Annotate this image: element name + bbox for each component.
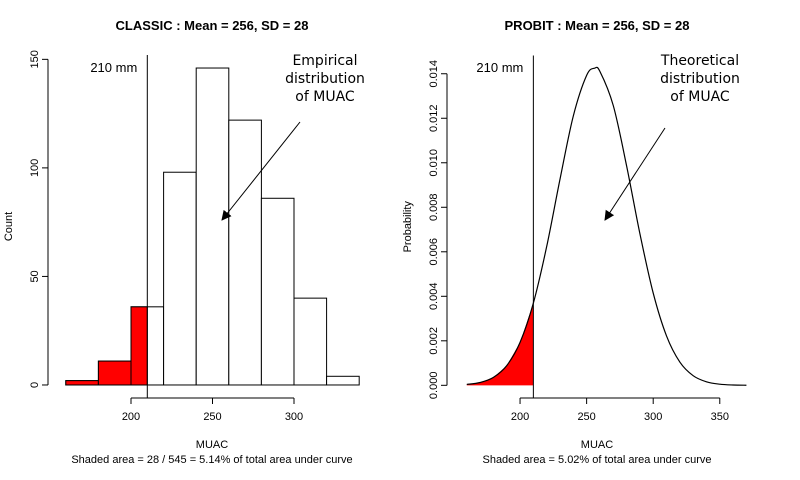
shaded-bar [97, 360, 132, 386]
shaded-bar [65, 380, 99, 386]
x-tick-label: 250 [203, 411, 221, 423]
y-tick-label: 0.014 [428, 60, 440, 88]
subtitle: Shaded area = 28 / 545 = 5.14% of total … [71, 454, 352, 466]
subtitle: Shaded area = 5.02% of total area under … [482, 454, 711, 466]
shaded-area [466, 303, 534, 386]
annotation: Empirical [292, 53, 357, 69]
annotation: Theoretical [660, 53, 739, 69]
y-axis-label: Probability [402, 201, 414, 253]
x-tick-label: 300 [285, 411, 303, 423]
bar [260, 197, 295, 386]
y-tick-label: 50 [29, 270, 41, 282]
chart-title: CLASSIC : Mean = 256, SD = 28 [116, 18, 309, 33]
x-tick-label: 200 [511, 411, 529, 423]
x-axis-label: MUAC [196, 439, 228, 451]
y-tick-label: 150 [29, 50, 41, 68]
x-tick-label: 350 [711, 411, 729, 423]
annotation: distribution [660, 71, 740, 87]
y-tick-label: 0.006 [428, 238, 440, 266]
y-tick-label: 0.008 [428, 194, 440, 222]
y-tick-label: 0.010 [428, 149, 440, 177]
bar [293, 297, 328, 386]
y-axis-label: Count [3, 212, 15, 241]
shaded-bar [130, 306, 148, 386]
x-axis-label: MUAC [581, 439, 613, 451]
bar [163, 171, 197, 386]
y-tick-label: 100 [29, 159, 41, 177]
line [466, 66, 747, 386]
threshold-label: 210 mm [90, 60, 137, 75]
arrow [221, 121, 301, 221]
annotation: distribution [285, 71, 365, 87]
y-tick-label: 0.004 [428, 283, 440, 311]
arrow [604, 127, 666, 221]
chart-title: PROBIT : Mean = 256, SD = 28 [505, 18, 690, 33]
x-tick-label: 250 [577, 411, 595, 423]
bar [195, 67, 230, 386]
threshold-label: 210 mm [476, 60, 523, 75]
x-tick-label: 200 [122, 411, 140, 423]
annotation: of MUAC [295, 89, 355, 105]
bar [228, 119, 262, 386]
y-tick-label: 0.002 [428, 327, 440, 355]
bar [326, 375, 360, 386]
annotation: of MUAC [670, 89, 730, 105]
y-tick-label: 0.012 [428, 104, 440, 132]
y-tick-label: 0.000 [428, 372, 440, 400]
y-tick-label: 0 [29, 382, 41, 388]
x-tick-label: 300 [644, 411, 662, 423]
